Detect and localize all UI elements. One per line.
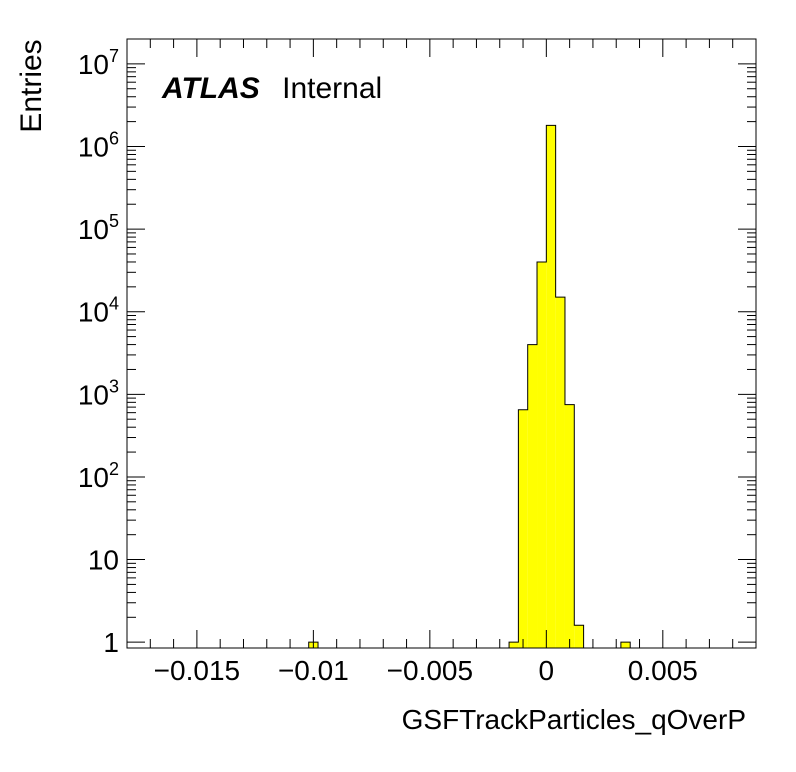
axis-ticks [127, 38, 756, 648]
histogram-bin-5 [546, 125, 556, 648]
histogram-bin-7 [564, 404, 575, 648]
x-tick-label: −0.01 [278, 655, 349, 686]
atlas-status-label: Internal [282, 72, 383, 105]
x-axis-label: GSFTrackParticles_qOverP [401, 704, 746, 735]
histogram-bin-4 [537, 261, 547, 648]
y-tick-label: 10 [88, 545, 119, 576]
x-tick-label: 0 [539, 655, 555, 686]
histogram-bin-2 [518, 409, 528, 648]
x-tick-label: −0.005 [387, 655, 473, 686]
histogram-bin-1 [509, 642, 519, 648]
y-tick-label: 1 [103, 627, 119, 658]
histogram-outline [308, 124, 631, 648]
atlas-experiment-label: ATLAS [162, 72, 260, 105]
y-tick-label: 107 [78, 46, 119, 80]
histogram-bin-9 [620, 642, 631, 648]
x-tick-label: 0.005 [628, 655, 698, 686]
x-tick-label: −0.015 [154, 655, 240, 686]
x-tick-labels: −0.015 −0.01 −0.005 0 0.005 [154, 655, 698, 686]
y-tick-label: 102 [78, 459, 119, 493]
histogram-bin-8 [574, 625, 584, 648]
y-tick-label: 106 [78, 128, 119, 162]
y-tick-label: 104 [78, 294, 119, 328]
y-tick-label: 103 [78, 376, 119, 410]
plot-frame [126, 38, 757, 649]
y-axis-label: Entries [15, 39, 48, 133]
atlas-label: ATLAS Internal [162, 72, 382, 106]
histogram-bars [308, 124, 631, 648]
histogram-bin-3 [527, 344, 538, 648]
histogram-bin-6 [555, 297, 565, 648]
y-tick-labels: 1 10 102 103 104 105 106 107 [78, 46, 119, 658]
y-tick-label: 105 [78, 211, 119, 245]
